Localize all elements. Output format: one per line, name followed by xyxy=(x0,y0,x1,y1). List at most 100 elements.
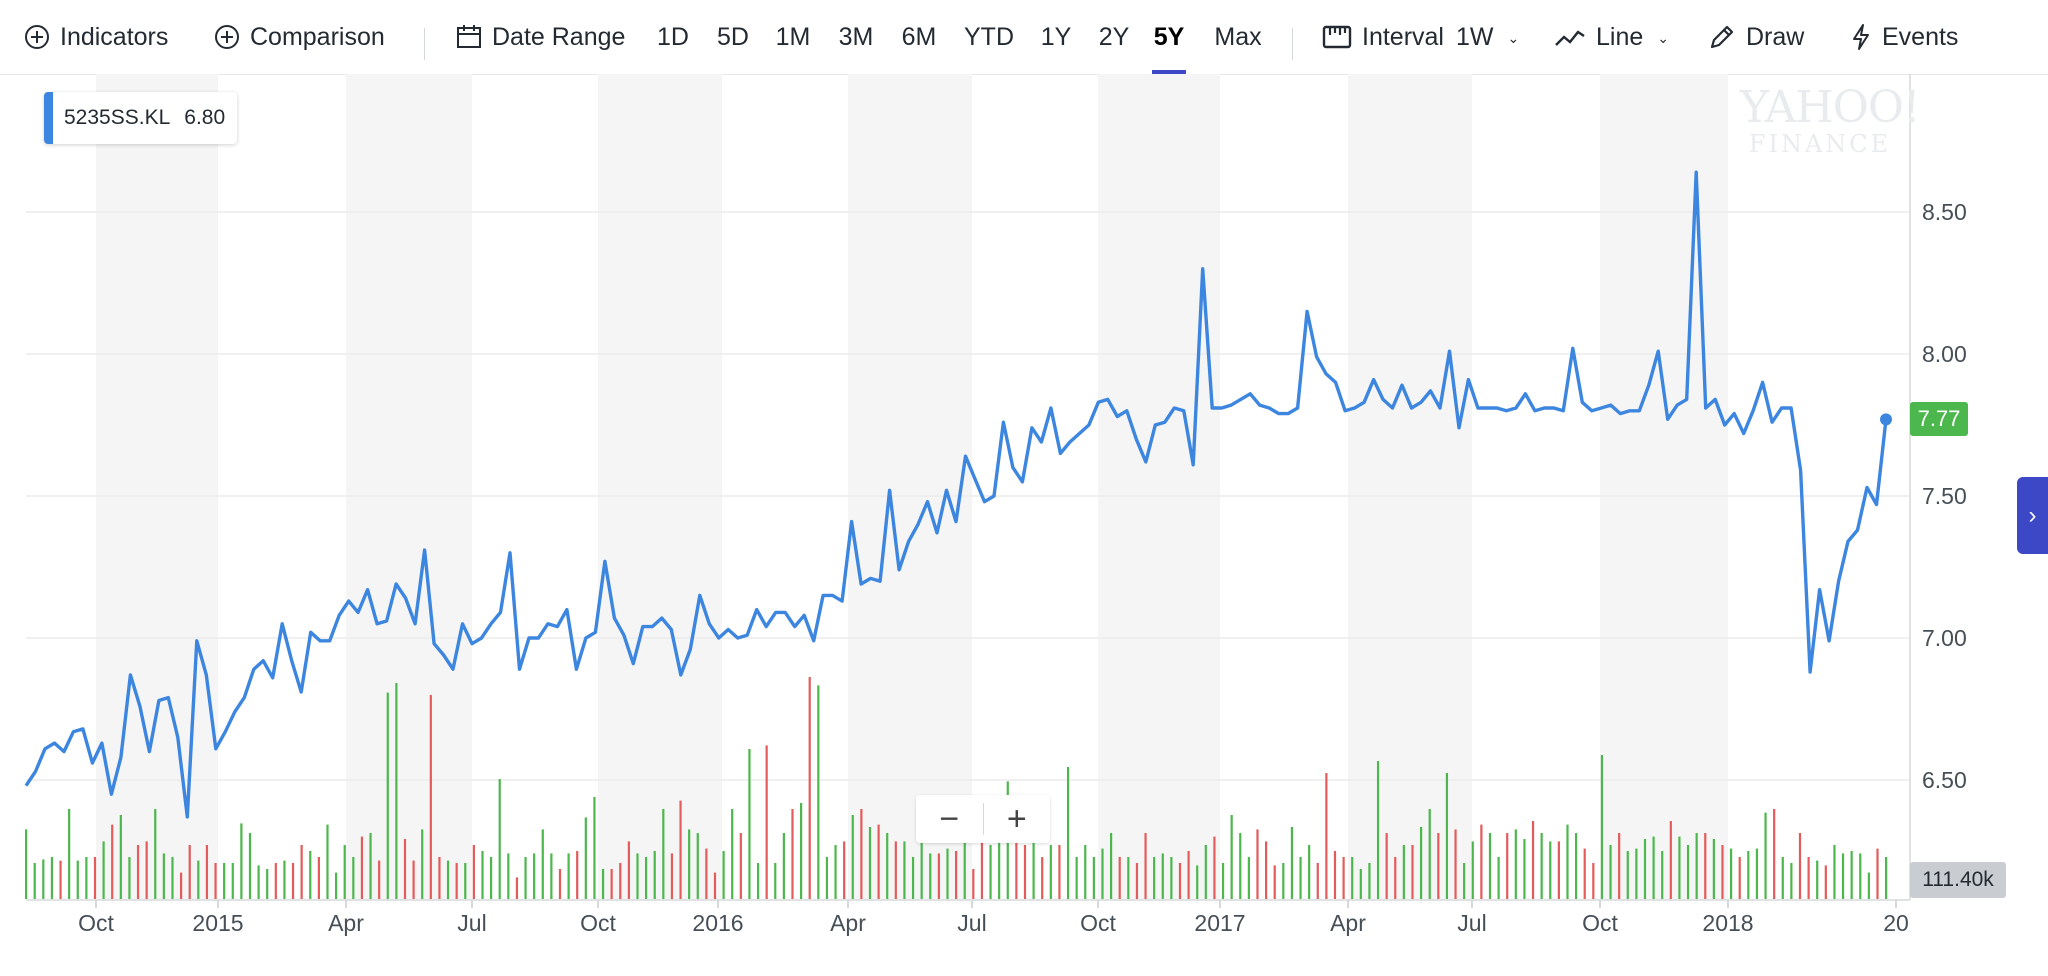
volume-bar xyxy=(412,860,415,899)
legend-value: 6.80 xyxy=(184,106,226,129)
range-1d[interactable]: 1D xyxy=(654,0,692,74)
volume-bar xyxy=(1531,821,1535,899)
current-volume-badge: 111.40k xyxy=(1910,862,2006,898)
price-line xyxy=(24,170,1888,819)
volume-bar xyxy=(1394,857,1397,899)
volume-bar xyxy=(1721,845,1724,899)
x-tick-label: Jul xyxy=(457,910,486,936)
plus-circle-icon xyxy=(25,25,49,49)
range-max[interactable]: Max xyxy=(1210,0,1266,74)
pencil-icon xyxy=(1710,25,1734,49)
volume-bar xyxy=(33,863,36,899)
volume-bar xyxy=(309,851,312,899)
x-tick-label: 20 xyxy=(1883,910,1909,936)
volume-bar xyxy=(1885,857,1888,899)
volume-bar xyxy=(1764,812,1767,899)
volume-bar xyxy=(1704,833,1707,899)
volume-bar xyxy=(1170,857,1173,899)
volume-bar xyxy=(696,833,699,899)
volume-bar xyxy=(911,857,915,899)
indicators-button[interactable]: Indicators xyxy=(24,0,168,74)
comparison-button[interactable]: Comparison xyxy=(214,0,385,74)
volume-bar xyxy=(291,863,295,899)
volume-bar xyxy=(1445,773,1449,899)
price-chart[interactable]: 6.50 7.00 7.50 8.00 8.50 Oct 2015 Apr Jul Oct 201… xyxy=(0,74,2048,976)
volume-bar xyxy=(1420,827,1423,899)
volume-bar xyxy=(1833,845,1836,899)
yahoo-finance-watermark: YAHOO! FINANCE xyxy=(1740,86,1921,157)
range-3m-label: 3M xyxy=(838,22,874,51)
chevron-right-icon: › xyxy=(2028,501,2037,529)
volume-bar xyxy=(1592,863,1595,899)
x-tick-label: Oct xyxy=(1080,910,1116,936)
volume-bar xyxy=(601,869,605,899)
volume-bar xyxy=(455,863,458,899)
draw-button[interactable]: Draw xyxy=(1708,0,1804,74)
volume-bar xyxy=(1497,857,1500,899)
volume-bar xyxy=(998,829,1001,899)
side-panel-toggle[interactable]: › xyxy=(2017,477,2048,554)
plus-circle-icon xyxy=(215,25,239,49)
volume-bar xyxy=(429,695,432,899)
volume-bar xyxy=(1178,863,1182,899)
volume-bar xyxy=(1075,857,1078,899)
volume-bar xyxy=(360,836,364,899)
zoom-in-button[interactable]: + xyxy=(984,795,1051,843)
range-3m[interactable]: 3M xyxy=(836,0,876,74)
volume-bar xyxy=(963,833,966,899)
zoom-out-label: − xyxy=(939,799,960,838)
volume-bar xyxy=(1773,809,1776,899)
volume-bar xyxy=(240,823,243,899)
range-6m[interactable]: 6M xyxy=(898,0,940,74)
volume-bar xyxy=(524,857,527,899)
volume-bar xyxy=(1669,821,1672,899)
series-legend[interactable]: 5235SS.KL 6.80 xyxy=(44,92,238,144)
volume-bar xyxy=(1084,845,1087,899)
volume-bar xyxy=(1437,833,1440,899)
volume-bar xyxy=(1187,851,1190,899)
range-1m[interactable]: 1M xyxy=(772,0,814,74)
volume-bar xyxy=(1153,857,1156,899)
volume-bar xyxy=(645,857,648,899)
volume-bar xyxy=(800,803,803,899)
x-tick-label: 2018 xyxy=(1702,910,1753,936)
volume-bar xyxy=(705,848,708,899)
range-2y[interactable]: 2Y xyxy=(1094,0,1134,74)
volume-bar xyxy=(980,841,984,899)
line-chart-icon xyxy=(1555,30,1585,46)
volume-bar xyxy=(860,809,863,899)
volume-bar xyxy=(937,853,940,899)
volume-bar xyxy=(438,857,441,899)
volume-bar xyxy=(85,857,88,899)
interval-button[interactable]: Interval 1W ⌄ xyxy=(1322,0,1519,74)
volume-bar xyxy=(1471,841,1474,899)
volume-bar xyxy=(1221,863,1225,899)
range-1y[interactable]: 1Y xyxy=(1036,0,1076,74)
volume-bar xyxy=(1686,845,1690,899)
volume-bar xyxy=(1325,773,1328,899)
volume-bar xyxy=(1058,845,1061,899)
volume-bar xyxy=(774,863,777,899)
volume-bar xyxy=(1239,833,1242,899)
volume-bar xyxy=(558,869,562,899)
volume-bar xyxy=(154,809,157,899)
volume-bar xyxy=(1626,851,1629,899)
range-5d[interactable]: 5D xyxy=(714,0,752,74)
range-ytd[interactable]: YTD xyxy=(962,0,1016,74)
volume-bar xyxy=(782,833,785,899)
date-range-button[interactable]: Date Range xyxy=(456,0,625,74)
volume-bar xyxy=(748,749,751,899)
volume-bar xyxy=(1557,841,1560,899)
volume-bar xyxy=(791,809,794,899)
volume-bar xyxy=(1066,767,1070,899)
x-tick-label: Oct xyxy=(580,910,616,936)
chart-type-button[interactable]: Line ⌄ xyxy=(1554,0,1669,74)
range-5y[interactable]: 5Y xyxy=(1152,0,1186,75)
zoom-out-button[interactable]: − xyxy=(916,795,983,843)
range-5y-label: 5Y xyxy=(1153,22,1185,51)
volume-bar xyxy=(843,841,846,899)
draw-label: Draw xyxy=(1746,22,1805,51)
indicators-label: Indicators xyxy=(60,22,169,51)
events-button[interactable]: Events xyxy=(1850,0,1958,74)
volume-bar xyxy=(972,869,975,899)
